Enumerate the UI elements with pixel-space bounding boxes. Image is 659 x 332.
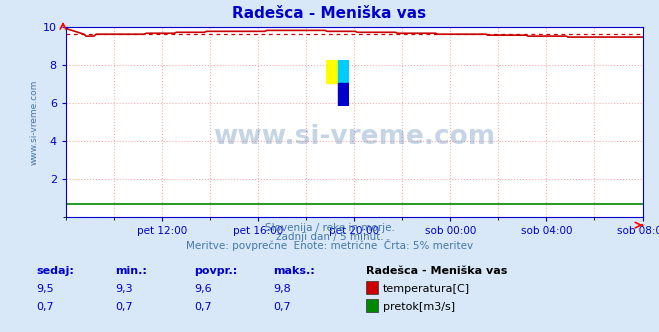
Bar [338,60,349,83]
Text: 0,7: 0,7 [194,302,212,312]
Text: 0,7: 0,7 [36,302,54,312]
Text: sedaj:: sedaj: [36,266,74,276]
Text: maks.:: maks.: [273,266,315,276]
Text: zadnji dan / 5 minut.: zadnji dan / 5 minut. [275,232,384,242]
Text: 9,3: 9,3 [115,284,133,294]
Text: 0,7: 0,7 [273,302,291,312]
Text: pretok[m3/s]: pretok[m3/s] [383,302,455,312]
Text: temperatura[C]: temperatura[C] [383,284,470,294]
Text: Radešca - Meniška vas: Radešca - Meniška vas [233,6,426,21]
Bar [326,60,338,83]
Text: povpr.:: povpr.: [194,266,238,276]
Text: 9,6: 9,6 [194,284,212,294]
Text: Meritve: povprečne  Enote: metrične  Črta: 5% meritev: Meritve: povprečne Enote: metrične Črta:… [186,239,473,251]
Text: 0,7: 0,7 [115,302,133,312]
Bar [338,83,349,106]
Text: 9,8: 9,8 [273,284,291,294]
Text: www.si-vreme.com: www.si-vreme.com [213,124,496,150]
Text: Slovenija / reke in morje.: Slovenija / reke in morje. [264,223,395,233]
Y-axis label: www.si-vreme.com: www.si-vreme.com [30,79,39,165]
Text: 9,5: 9,5 [36,284,54,294]
Text: min.:: min.: [115,266,147,276]
Text: Radešca - Meniška vas: Radešca - Meniška vas [366,266,507,276]
